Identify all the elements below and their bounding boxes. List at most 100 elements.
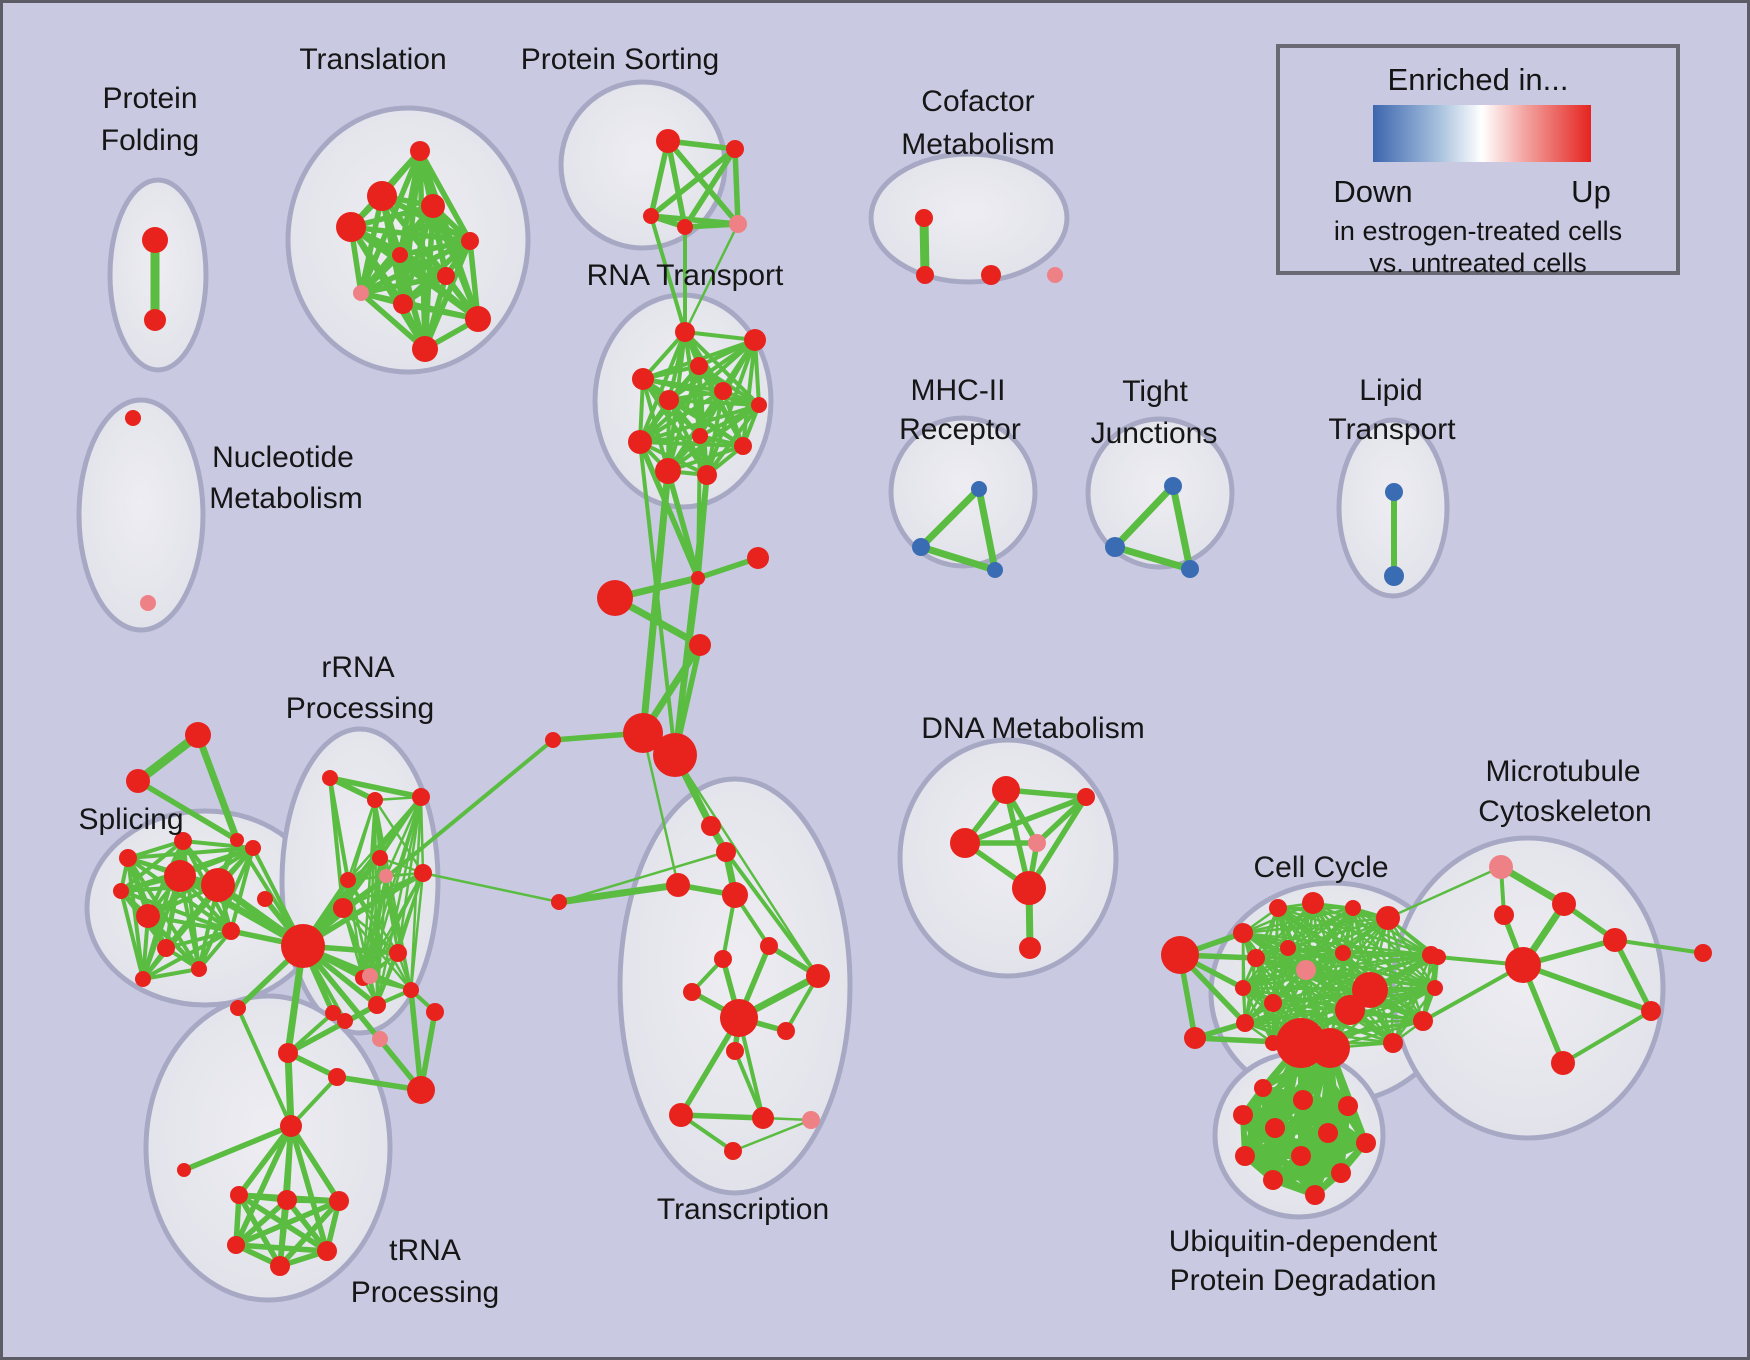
nodes [113,129,1712,1276]
legend-up-label: Up [1571,174,1611,209]
gene-set-node [981,265,1001,285]
gene-set-node [1280,940,1296,956]
gene-set-node [329,1191,349,1211]
gene-set-node [714,382,732,400]
gene-set-node [113,883,129,899]
gene-set-node [410,141,430,161]
gene-set-node [1264,994,1282,1012]
gene-set-node [1489,855,1513,879]
gene-set-node [328,1068,346,1086]
cluster-label-lipid-transport: Lipid [1359,374,1422,407]
edge [1497,863,1568,908]
gene-set-node [656,129,680,153]
gene-set-node [280,1115,302,1137]
gene-set-node [325,1005,341,1021]
gene-set-node [1383,1033,1403,1053]
gene-set-node [1269,899,1287,917]
edge [233,1198,342,1248]
gene-set-node [1077,788,1095,806]
edge [348,224,473,244]
edge [917,485,983,551]
cluster-label-cell-cycle: Cell Cycle [1253,851,1388,884]
gene-set-node [716,842,736,862]
gene-set-node [1494,905,1514,925]
cluster-labels: Protein Folding Translation Protein Sorting… [78,43,1651,1309]
gene-set-node [126,769,150,793]
edge [277,1197,290,1269]
gene-set-node [392,247,408,263]
legend-down-label: Down [1333,174,1413,209]
cluster-label-cofactor-metabolism: Cofactor [921,85,1034,118]
gene-set-node [744,329,766,351]
edge [119,889,233,933]
edge [917,543,999,574]
gene-set-node [1310,1028,1350,1068]
edge [284,1197,330,1254]
cluster-label-nucleotide-metabolism: Nucleotide [212,441,354,474]
edge [236,1006,293,1128]
edge [638,440,709,477]
edge [639,467,672,737]
gene-set-node [1161,936,1199,974]
edge [417,148,473,244]
edge [1169,482,1194,573]
edge [373,798,425,875]
gene-set-node [916,266,934,284]
gene-set-node [1254,1079,1272,1097]
edge [1254,906,1355,960]
gene-set-node [747,547,769,569]
edge [1561,1009,1653,1065]
edge [409,871,425,992]
gene-set-node [317,1241,337,1261]
gene-set-node [245,840,261,856]
cluster-label-splicing: Splicing [78,803,183,836]
edge [1111,482,1177,551]
gene-set-node [281,924,325,968]
legend-box: Enriched in... Down Up in estrogen-treat… [1276,44,1680,278]
gene-set-node [333,898,353,918]
gene-set-node [720,999,758,1037]
legend-gradient-bar [1373,105,1591,162]
gene-set-node [368,996,386,1014]
edge [1241,946,1290,990]
edge [638,330,687,444]
gene-set-node [1265,1118,1285,1138]
gene-set-node [992,776,1020,804]
gene-set-node [551,894,567,910]
gene-set-node [701,816,721,836]
gene-set-node [379,869,393,883]
edge [705,403,761,477]
gene-set-node [643,208,659,224]
cluster-label-rna-transport: RNA Transport [587,259,784,292]
edge [300,870,426,949]
gene-set-node [465,306,491,332]
gene-set-node [1318,1123,1338,1143]
gene-set-node [628,430,652,454]
edge [181,1123,294,1173]
gene-set-node [689,634,711,656]
gene-set-node [692,428,708,444]
edge [1241,953,1433,990]
gene-set-node [177,1163,191,1177]
edge [467,238,481,322]
gene-set-node [726,1042,744,1060]
edge [649,214,687,334]
edge [1243,953,1433,1025]
edge [277,1198,342,1269]
edge [233,1242,330,1254]
gene-set-node [1028,834,1046,852]
gene-set-node [322,770,338,786]
edge [648,146,738,219]
gene-set-node [1352,972,1388,1008]
gene-set-node [659,390,679,410]
gene-set-node [1233,923,1253,943]
cluster-label-tight-junctions: Tight [1122,375,1188,408]
edge [555,881,682,906]
gene-set-node [1335,995,1365,1025]
edge [1286,916,1390,950]
legend-title: Enriched in... [1387,62,1569,97]
gene-set-node [437,267,455,285]
gene-set-node [125,410,141,426]
gene-set-node [136,904,160,928]
